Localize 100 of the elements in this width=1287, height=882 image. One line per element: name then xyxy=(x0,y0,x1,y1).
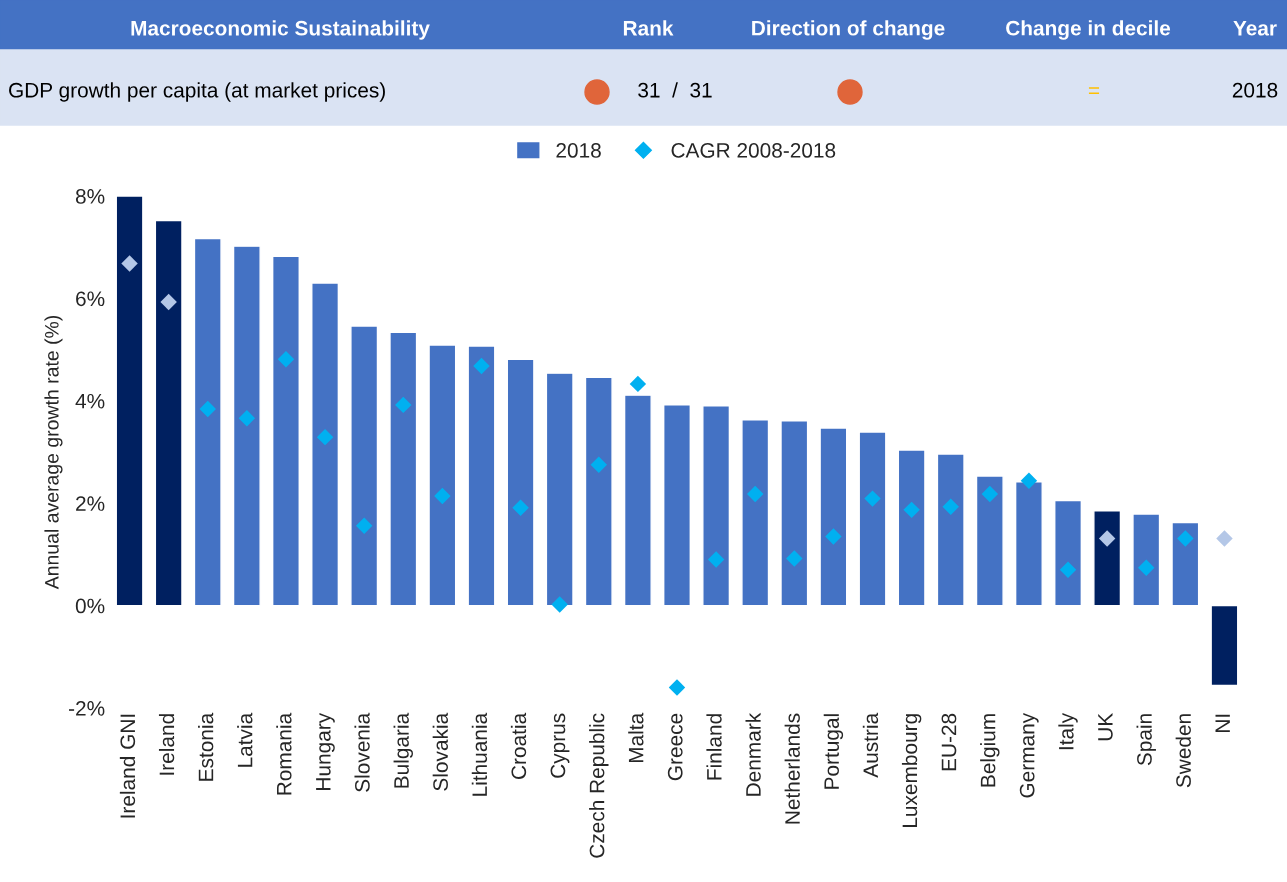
x-tick-label: Ireland GNI xyxy=(119,714,136,818)
point xyxy=(1059,561,1077,578)
legend-label: CAGR 2008-2018 xyxy=(671,143,836,158)
bar xyxy=(819,427,848,607)
bar xyxy=(311,282,340,607)
point xyxy=(668,679,686,696)
text: Year xyxy=(1233,21,1277,36)
x-tick-label: Lithuania xyxy=(471,712,488,796)
bar xyxy=(623,394,652,607)
y-tick-label: 2% xyxy=(76,496,105,511)
x-tick-label: Luxembourg xyxy=(901,714,922,827)
point xyxy=(825,528,842,545)
bar xyxy=(232,245,261,607)
text: = xyxy=(1088,87,1100,94)
point xyxy=(199,400,216,418)
y-tick-label: -2% xyxy=(69,701,105,716)
bar xyxy=(350,325,379,607)
x-tick-label: Slovakia xyxy=(432,712,448,791)
bar xyxy=(1093,510,1122,607)
text: Direction of change xyxy=(752,20,945,40)
x-tick-label: Denmark xyxy=(745,712,761,796)
bar xyxy=(1014,481,1043,607)
bar xyxy=(193,237,222,607)
text: Rank xyxy=(623,20,674,36)
point xyxy=(355,517,373,534)
x-tick-label: Malta xyxy=(628,712,644,763)
x-tick-label: NI xyxy=(1215,714,1230,732)
point xyxy=(864,490,881,507)
bar xyxy=(467,345,496,607)
bar xyxy=(663,404,691,607)
text: Change in decile xyxy=(1006,20,1171,40)
point xyxy=(942,498,959,515)
text: Macroeconomic Sustainability xyxy=(131,20,430,40)
point xyxy=(1020,472,1038,489)
legend-label: 2018 xyxy=(556,143,601,158)
bar xyxy=(1171,521,1200,607)
point xyxy=(121,255,138,272)
x-tick-label: Portugal xyxy=(823,714,844,789)
x-tick-label: Spain xyxy=(1136,714,1156,766)
text: 2018 xyxy=(1232,82,1278,98)
x-tick-label: Belgium xyxy=(980,714,1000,787)
x-tick-label: Greece xyxy=(667,713,683,781)
y-tick-label: 0% xyxy=(75,598,105,614)
bar xyxy=(702,405,731,607)
bar xyxy=(154,219,183,607)
point xyxy=(160,293,177,311)
x-tick-label: Bulgaria xyxy=(393,712,413,788)
text: GDP growth per capita (at market prices) xyxy=(9,82,385,102)
point xyxy=(316,428,334,446)
text: 31 / 31 xyxy=(638,82,712,98)
x-tick-label: Slovenia xyxy=(354,712,370,792)
x-tick-label: Hungary xyxy=(316,712,335,790)
y-tick-label: 8% xyxy=(75,189,105,204)
point xyxy=(1098,530,1116,547)
x-tick-label: Germany xyxy=(1019,712,1039,798)
bar xyxy=(506,358,535,607)
point xyxy=(473,357,490,375)
point xyxy=(1138,559,1155,576)
bar xyxy=(428,344,457,607)
y-tick-label: 4% xyxy=(75,393,105,409)
bar xyxy=(545,372,574,607)
x-tick-label: Estonia xyxy=(198,712,214,781)
x-tick-label: UK xyxy=(1098,713,1113,741)
point xyxy=(512,499,529,517)
x-tick-label: Sweden xyxy=(1175,714,1191,788)
bar xyxy=(780,420,809,607)
bar xyxy=(1054,499,1083,607)
x-tick-label: Latvia xyxy=(237,712,253,767)
bar xyxy=(936,453,965,607)
bar xyxy=(584,376,613,607)
bar xyxy=(1210,604,1239,687)
point xyxy=(903,501,920,519)
bar xyxy=(897,449,926,607)
x-tick-label: Ireland xyxy=(158,714,175,775)
x-tick-label: Croatia xyxy=(510,712,527,779)
point xyxy=(551,596,568,613)
point xyxy=(395,396,412,414)
point xyxy=(981,485,999,503)
point xyxy=(746,485,764,503)
bar xyxy=(1132,513,1161,607)
x-tick-label: Italy xyxy=(1058,712,1078,750)
bar xyxy=(271,255,300,607)
x-tick-label: Romania xyxy=(276,712,292,795)
bar xyxy=(115,196,144,607)
x-tick-label: Austria xyxy=(862,712,879,778)
y-axis-title: Annual average growth rate (%) xyxy=(44,315,63,590)
point xyxy=(786,550,803,567)
x-tick-label: Finland xyxy=(706,714,722,780)
point xyxy=(238,409,256,427)
point xyxy=(629,375,647,393)
bar xyxy=(975,475,1004,607)
x-tick-label: EU-28 xyxy=(941,713,957,771)
point xyxy=(1177,530,1194,547)
bar xyxy=(858,431,887,607)
point xyxy=(434,487,451,505)
point xyxy=(590,456,608,474)
x-tick-label: Czech Republic xyxy=(589,713,609,858)
x-tick-label: Cyprus xyxy=(550,713,570,778)
point xyxy=(1216,530,1233,547)
point xyxy=(277,351,295,368)
